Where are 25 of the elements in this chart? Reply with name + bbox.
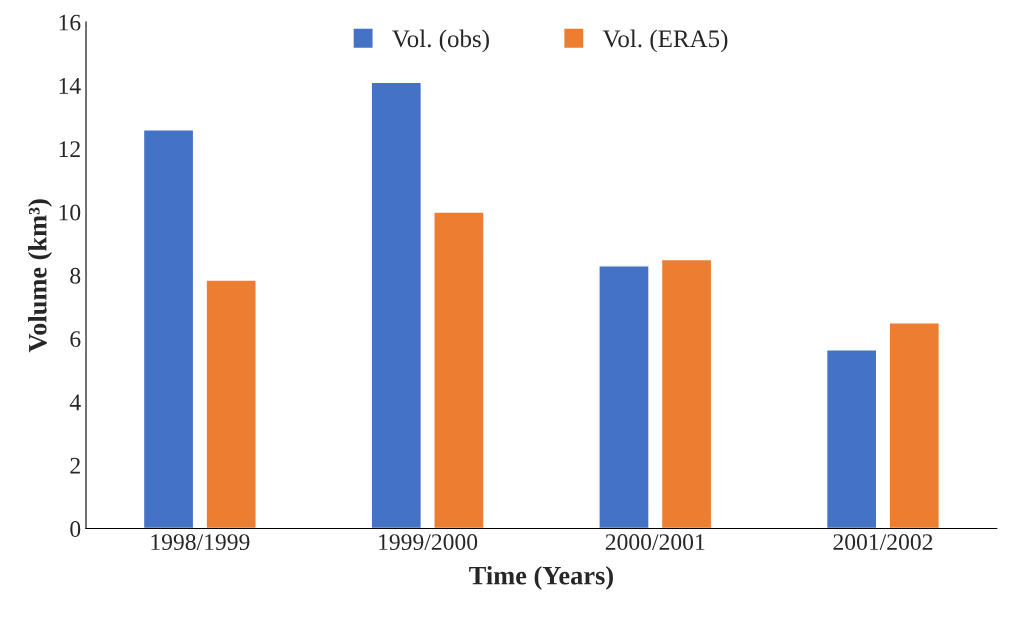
y-tick-label: 12 [59,141,80,157]
bar [825,349,878,529]
x-tick-label: 2000/2001 [605,534,705,551]
y-tick-label: 4 [69,394,81,411]
bar [888,322,941,529]
bar [433,211,485,529]
bar [660,258,713,529]
x-axis-title: Time (Years) [469,565,613,590]
bar [370,81,423,529]
y-axis-title: Volume (km³) [28,199,52,353]
y-tick-label: 10 [59,204,81,221]
legend-label: Vol. (ERA5) [602,29,728,53]
y-tick-label: 6 [70,331,81,348]
y-tick-label: 14 [59,78,81,94]
y-tick-label: 0 [70,521,81,537]
bar [205,279,257,529]
bar [598,265,650,529]
x-tick-label: 1999/2000 [379,534,478,551]
x-tick-label: 2001/2002 [833,534,933,551]
y-tick-label: 16 [59,14,81,31]
bar [142,129,195,529]
x-tick-label: 1998/1999 [151,534,250,551]
y-tick-label: 8 [70,267,81,284]
y-tick-label: 2 [70,457,80,474]
legend-label: Vol. (obs) [392,29,489,53]
